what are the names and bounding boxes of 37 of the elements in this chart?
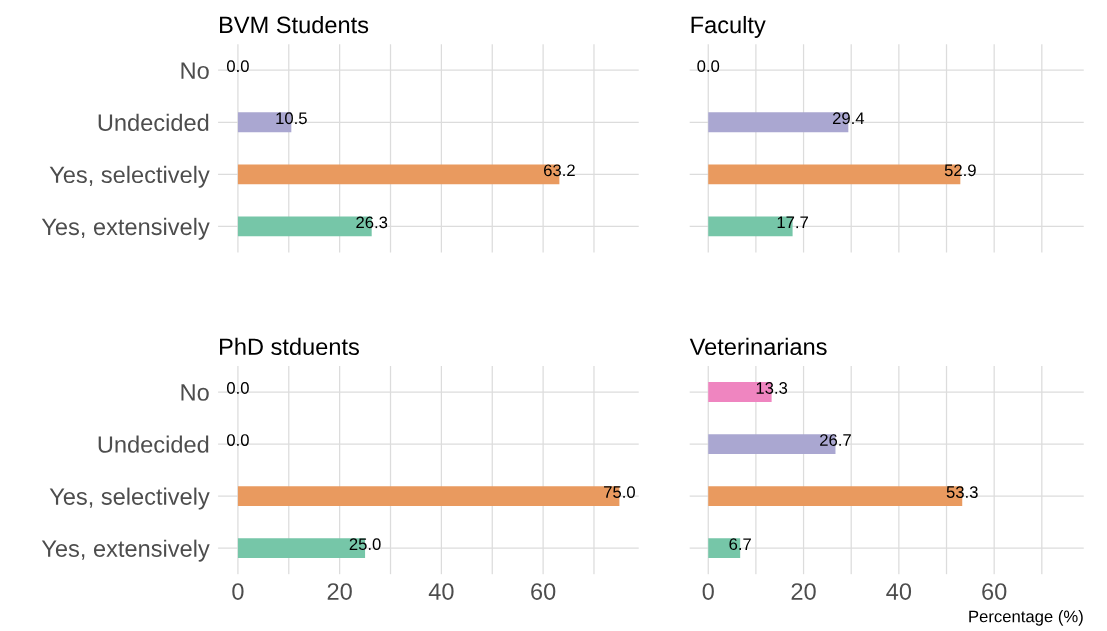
data-label: 53.3 <box>946 486 978 498</box>
x-tick-label: 40 <box>886 583 912 600</box>
y-tick-label: Undecided <box>98 113 209 132</box>
data-label: 10.5 <box>276 112 307 125</box>
data-label: 26.7 <box>820 434 851 446</box>
x-tick-label: 20 <box>327 583 352 600</box>
data-label: 63.2 <box>544 164 575 177</box>
data-label: 25.0 <box>349 538 381 551</box>
x-tick-label: 20 <box>791 583 816 600</box>
data-label: 0.0 <box>226 382 249 394</box>
chart-title: PhD stduents <box>220 337 359 356</box>
data-label: 17.7 <box>777 216 808 229</box>
data-label: 6.7 <box>729 538 751 551</box>
data-label: 75.0 <box>604 486 635 498</box>
y-tick-label: Yes, extensively <box>41 217 210 240</box>
x-tick-label: 60 <box>531 583 556 600</box>
chart-title: Veterinarians <box>689 337 827 356</box>
x-tick-label: 40 <box>428 583 454 600</box>
chart-title: Faculty <box>691 15 766 38</box>
x-tick-label: 60 <box>982 583 1007 600</box>
y-tick-label: No <box>181 62 209 79</box>
data-label: 52.9 <box>944 164 976 177</box>
data-label: 26.3 <box>356 216 388 229</box>
y-tick-label: No <box>181 384 209 401</box>
y-tick-label: Yes, selectively <box>49 487 210 510</box>
y-tick-label: Yes, selectively <box>49 165 210 188</box>
data-label: 0.0 <box>226 60 249 73</box>
data-label: 13.3 <box>756 382 788 394</box>
x-tick-label: 0 <box>702 583 714 600</box>
data-label: 0.0 <box>697 60 720 73</box>
x-tick-label: 0 <box>232 583 244 600</box>
x-axis-title: Percentage (%) <box>969 610 1083 626</box>
data-label: 0.0 <box>226 434 249 446</box>
y-tick-label: Yes, extensively <box>41 539 210 562</box>
data-label: 29.4 <box>832 112 865 125</box>
chart-title: BVM Students <box>220 15 369 34</box>
y-tick-label: Undecided <box>98 435 209 453</box>
